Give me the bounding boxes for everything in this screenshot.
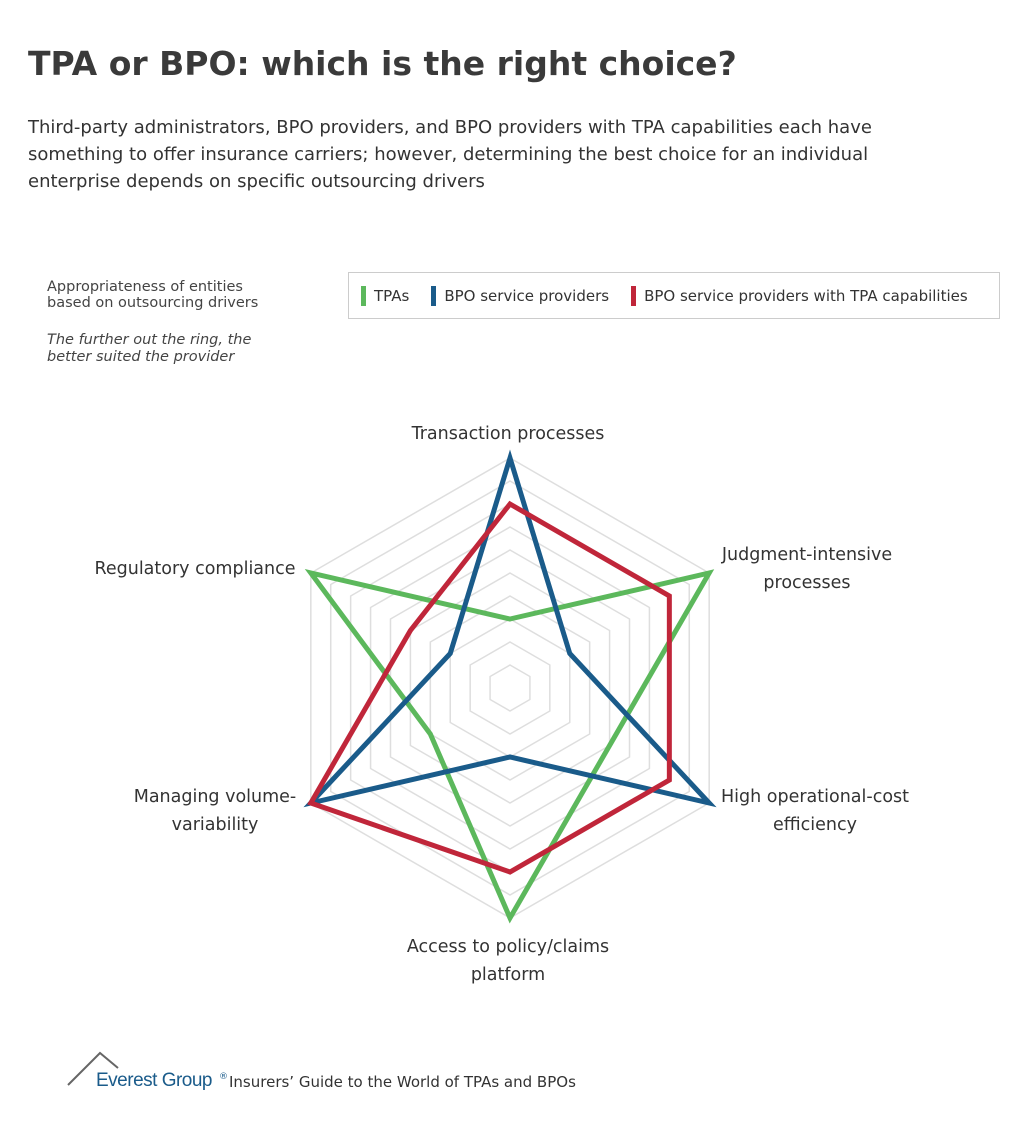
grid (310, 457, 710, 919)
grid-ring (489, 664, 531, 712)
axis-label: High operational-cost efficiency (720, 787, 909, 835)
brand: Everest Group (96, 1070, 213, 1091)
axis-label: Judgment-intensive processes (721, 545, 893, 593)
legend-item: TPAs (361, 285, 410, 306)
legend-item: BPO service providers with TPA capabilit… (631, 285, 968, 306)
legend-swatch (631, 285, 637, 306)
subtitle: Third-party administrators, BPO provider… (28, 117, 872, 192)
title: TPA or BPO: which is the right choice? (28, 44, 737, 83)
axis-label: Transaction processes (411, 424, 605, 444)
logo-mark (67, 1051, 119, 1086)
legend: TPAs BPO service providers BPO service pro… (348, 272, 1000, 319)
legend-label: TPAs (374, 286, 410, 305)
hint: The further out the ring, the better sui… (47, 332, 252, 365)
grid-ring (409, 572, 611, 804)
legend-label: BPO service providers (444, 286, 610, 305)
grid-ring (389, 549, 631, 827)
caption: Appropriateness of entities based on out… (47, 279, 259, 311)
series-line (304, 569, 715, 924)
legend-swatch (431, 285, 437, 306)
axis-label: Regulatory compliance (94, 559, 296, 579)
axis-label: Managing volume-variability (133, 787, 297, 835)
plot (303, 449, 717, 924)
grid-ring (469, 641, 551, 735)
axis-label: Access to policy/claims platform (406, 937, 610, 985)
brand-mark: ® (219, 1072, 228, 1082)
grid-ring (329, 480, 691, 896)
series-line (303, 449, 717, 808)
grid-ring (429, 595, 591, 781)
source: Insurers’ Guide to the World of TPAs and… (229, 1073, 576, 1091)
series-line (307, 500, 672, 875)
grid-ring (369, 526, 651, 850)
legend-item: BPO service providers (431, 285, 610, 306)
legend-label: BPO service providers with TPA capabilit… (644, 286, 968, 305)
grid-ring (449, 618, 571, 758)
legend-swatch (361, 285, 366, 306)
